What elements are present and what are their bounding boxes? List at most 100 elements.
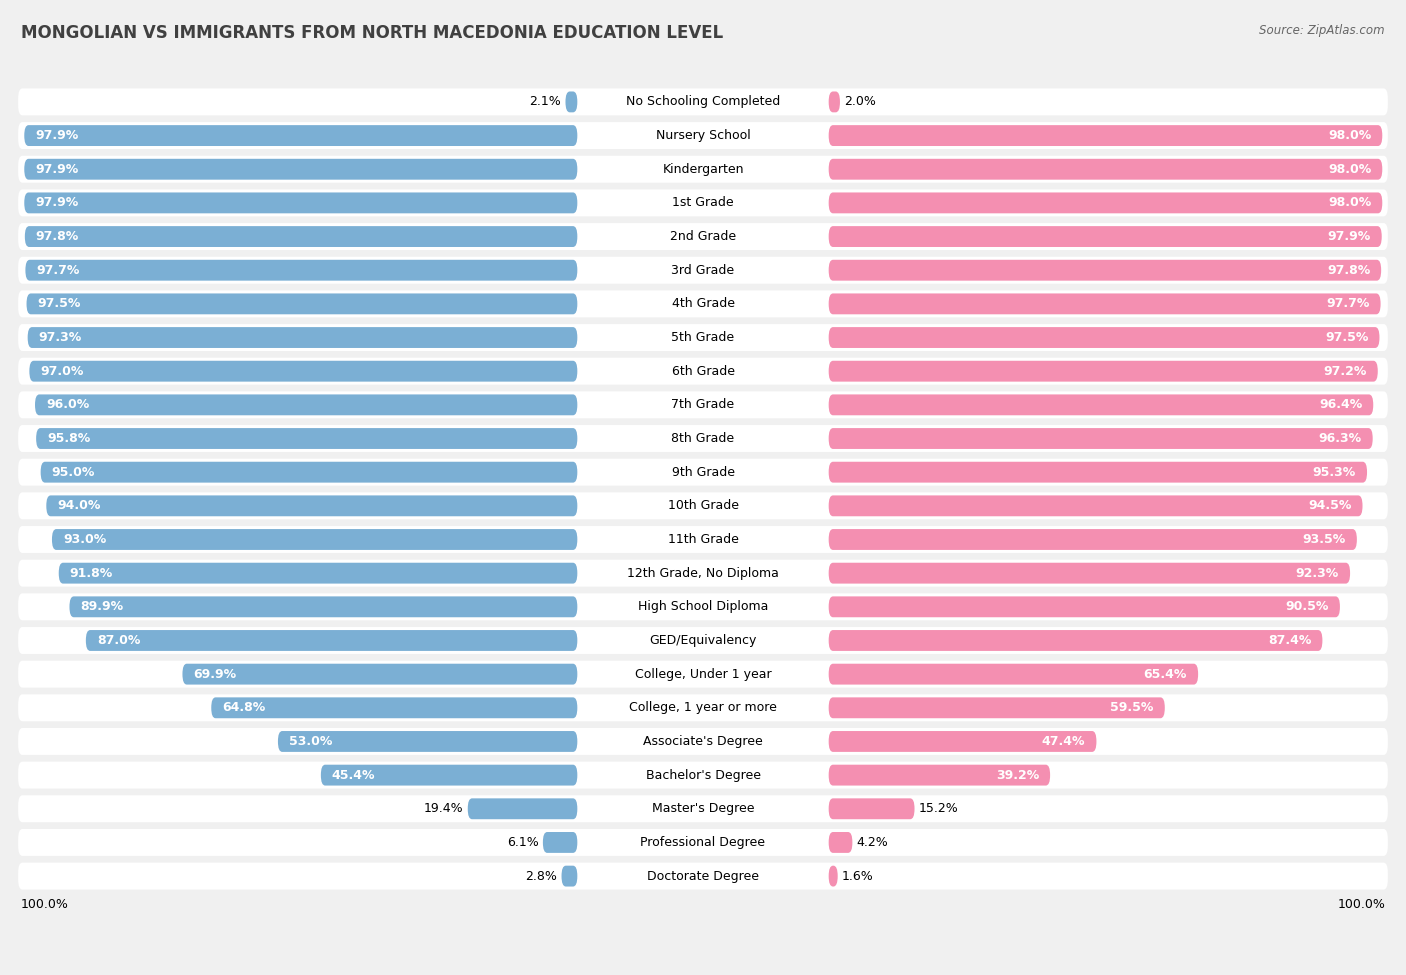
FancyBboxPatch shape (828, 664, 1198, 684)
FancyBboxPatch shape (27, 293, 578, 314)
Text: 100.0%: 100.0% (1337, 898, 1385, 912)
Text: 5th Grade: 5th Grade (672, 332, 734, 344)
Text: Bachelor's Degree: Bachelor's Degree (645, 768, 761, 782)
FancyBboxPatch shape (828, 428, 1372, 448)
FancyBboxPatch shape (18, 156, 1388, 182)
FancyBboxPatch shape (828, 731, 1097, 752)
FancyBboxPatch shape (18, 189, 1388, 216)
Text: 98.0%: 98.0% (1329, 163, 1371, 176)
FancyBboxPatch shape (25, 259, 578, 281)
Text: 2.0%: 2.0% (844, 96, 876, 108)
Text: 12th Grade, No Diploma: 12th Grade, No Diploma (627, 566, 779, 580)
FancyBboxPatch shape (18, 492, 1388, 520)
Text: 19.4%: 19.4% (425, 802, 464, 815)
Text: 94.0%: 94.0% (58, 499, 101, 512)
Text: 93.5%: 93.5% (1302, 533, 1346, 546)
Text: 2nd Grade: 2nd Grade (669, 230, 737, 243)
FancyBboxPatch shape (543, 832, 578, 853)
Text: 98.0%: 98.0% (1329, 129, 1371, 142)
Text: 53.0%: 53.0% (290, 735, 332, 748)
FancyBboxPatch shape (211, 697, 578, 719)
FancyBboxPatch shape (18, 661, 1388, 687)
FancyBboxPatch shape (46, 495, 578, 517)
Text: 6th Grade: 6th Grade (672, 365, 734, 377)
FancyBboxPatch shape (828, 697, 1164, 719)
Text: 11th Grade: 11th Grade (668, 533, 738, 546)
FancyBboxPatch shape (18, 863, 1388, 889)
FancyBboxPatch shape (828, 630, 1323, 651)
Text: 97.8%: 97.8% (1327, 263, 1369, 277)
FancyBboxPatch shape (18, 223, 1388, 250)
Text: 4th Grade: 4th Grade (672, 297, 734, 310)
Text: College, 1 year or more: College, 1 year or more (628, 701, 778, 715)
Text: 2.8%: 2.8% (526, 870, 557, 882)
FancyBboxPatch shape (35, 395, 578, 415)
FancyBboxPatch shape (18, 728, 1388, 755)
Text: Nursery School: Nursery School (655, 129, 751, 142)
FancyBboxPatch shape (828, 327, 1379, 348)
FancyBboxPatch shape (321, 764, 578, 786)
FancyBboxPatch shape (828, 395, 1374, 415)
FancyBboxPatch shape (86, 630, 578, 651)
Text: 4.2%: 4.2% (856, 836, 889, 849)
Text: 7th Grade: 7th Grade (672, 399, 734, 411)
Text: 97.9%: 97.9% (35, 129, 79, 142)
Text: Source: ZipAtlas.com: Source: ZipAtlas.com (1260, 24, 1385, 37)
FancyBboxPatch shape (828, 226, 1382, 247)
Text: 97.2%: 97.2% (1323, 365, 1367, 377)
Text: College, Under 1 year: College, Under 1 year (634, 668, 772, 681)
Text: High School Diploma: High School Diploma (638, 601, 768, 613)
Text: 93.0%: 93.0% (63, 533, 107, 546)
Text: 6.1%: 6.1% (508, 836, 538, 849)
FancyBboxPatch shape (828, 361, 1378, 381)
Text: 95.8%: 95.8% (48, 432, 90, 445)
FancyBboxPatch shape (278, 731, 578, 752)
Text: 97.0%: 97.0% (41, 365, 84, 377)
Text: 97.9%: 97.9% (35, 196, 79, 210)
FancyBboxPatch shape (828, 529, 1357, 550)
Text: 59.5%: 59.5% (1111, 701, 1154, 715)
FancyBboxPatch shape (18, 122, 1388, 149)
FancyBboxPatch shape (828, 799, 914, 819)
Text: MONGOLIAN VS IMMIGRANTS FROM NORTH MACEDONIA EDUCATION LEVEL: MONGOLIAN VS IMMIGRANTS FROM NORTH MACED… (21, 24, 723, 42)
FancyBboxPatch shape (828, 92, 839, 112)
FancyBboxPatch shape (18, 526, 1388, 553)
Text: 64.8%: 64.8% (222, 701, 266, 715)
Text: 1st Grade: 1st Grade (672, 196, 734, 210)
FancyBboxPatch shape (18, 594, 1388, 620)
FancyBboxPatch shape (18, 627, 1388, 654)
FancyBboxPatch shape (28, 327, 578, 348)
FancyBboxPatch shape (828, 832, 852, 853)
Text: 98.0%: 98.0% (1329, 196, 1371, 210)
Text: 97.9%: 97.9% (35, 163, 79, 176)
Text: 3rd Grade: 3rd Grade (672, 263, 734, 277)
FancyBboxPatch shape (30, 361, 578, 381)
FancyBboxPatch shape (468, 799, 578, 819)
Text: 89.9%: 89.9% (80, 601, 124, 613)
Text: Master's Degree: Master's Degree (652, 802, 754, 815)
FancyBboxPatch shape (18, 796, 1388, 822)
Text: 10th Grade: 10th Grade (668, 499, 738, 512)
Text: 97.7%: 97.7% (1326, 297, 1369, 310)
Text: 97.5%: 97.5% (38, 297, 82, 310)
Text: 9th Grade: 9th Grade (672, 466, 734, 479)
Text: 96.0%: 96.0% (46, 399, 89, 411)
FancyBboxPatch shape (18, 425, 1388, 452)
FancyBboxPatch shape (828, 192, 1382, 214)
FancyBboxPatch shape (18, 324, 1388, 351)
Text: 39.2%: 39.2% (995, 768, 1039, 782)
FancyBboxPatch shape (828, 764, 1050, 786)
FancyBboxPatch shape (828, 159, 1382, 179)
FancyBboxPatch shape (18, 560, 1388, 587)
Text: 97.3%: 97.3% (39, 332, 82, 344)
FancyBboxPatch shape (828, 495, 1362, 517)
Text: 96.3%: 96.3% (1319, 432, 1361, 445)
FancyBboxPatch shape (18, 89, 1388, 115)
FancyBboxPatch shape (24, 192, 578, 214)
FancyBboxPatch shape (18, 761, 1388, 789)
Text: 95.3%: 95.3% (1313, 466, 1355, 479)
Text: 97.7%: 97.7% (37, 263, 80, 277)
Text: 2.1%: 2.1% (530, 96, 561, 108)
FancyBboxPatch shape (18, 291, 1388, 317)
Text: 97.9%: 97.9% (1327, 230, 1371, 243)
